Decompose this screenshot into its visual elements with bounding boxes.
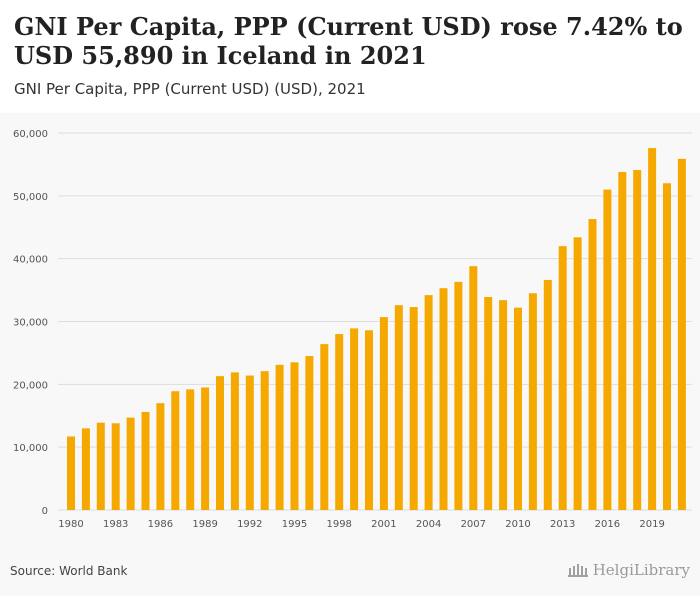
x-tick-label: 1980 [58,519,83,530]
bar-1994[interactable] [275,364,284,510]
y-tick-label: 10,000 [13,443,48,454]
bar-2013[interactable] [558,246,567,510]
x-tick-label: 2004 [416,519,441,530]
bar-2019[interactable] [648,148,657,510]
bar-1992[interactable] [245,375,254,510]
bar-2000[interactable] [365,330,373,510]
chart-subtitle: GNI Per Capita, PPP (Current USD) (USD),… [14,80,366,98]
logo-text: HelgiLibrary [592,561,690,579]
bar-1981[interactable] [81,428,90,510]
bar-1983[interactable] [111,423,120,510]
x-axis-tick-labels: 1980 1983 1986 1989 1992 1995 1998 2001 2004 2007… [58,519,665,530]
bar-2002[interactable] [394,305,403,510]
y-tick-label: 20,000 [13,380,48,391]
y-tick-label: 50,000 [13,192,48,203]
bar-2014[interactable] [573,237,582,510]
x-tick-label: 1992 [237,519,262,530]
helgilibrary-logo[interactable]: HelgiLibrary [567,561,690,579]
bar-2018[interactable] [633,170,642,511]
source-note: Source: World Bank [10,564,128,578]
bar-2017[interactable] [618,171,627,510]
bar-1996[interactable] [305,356,314,510]
bar-1984[interactable] [126,417,135,510]
x-tick-label: 1998 [326,519,351,530]
bar-2001[interactable] [379,317,388,510]
bar-2005[interactable] [439,288,448,510]
bar-1993[interactable] [260,371,269,510]
bar-1997[interactable] [320,344,329,510]
bar-1998[interactable] [335,334,344,510]
x-tick-label: 2010 [505,519,530,530]
x-tick-label: 2016 [595,519,620,530]
x-tick-label: 1989 [192,519,217,530]
bar-1987[interactable] [171,391,180,510]
x-tick-label: 2019 [639,519,664,530]
library-building-icon [567,564,588,577]
bar-2012[interactable] [543,280,552,510]
bar-2004[interactable] [424,295,433,510]
y-tick-label: 40,000 [13,255,48,266]
bar-2003[interactable] [409,307,418,510]
bar-2008[interactable] [484,296,493,510]
bar-1990[interactable] [216,376,224,510]
bar-2007[interactable] [469,266,478,510]
y-axis-tick-labels: 0 10,000 20,000 30,000 40,000 50,000 60,000 [13,129,48,517]
bar-1999[interactable] [350,328,359,510]
x-tick-label: 2013 [550,519,575,530]
bar-1988[interactable] [186,389,195,510]
bar-1989[interactable] [201,387,210,510]
bar-2006[interactable] [454,281,463,510]
x-tick-label: 1986 [148,519,173,530]
y-tick-label: 30,000 [13,318,48,329]
bar-1985[interactable] [141,411,150,510]
bar-2010[interactable] [514,307,522,510]
bar-2020[interactable] [663,183,671,510]
bar-1991[interactable] [230,372,239,510]
plot-background [0,113,700,596]
bar-1986[interactable] [156,403,165,510]
x-tick-label: 2001 [371,519,396,530]
bar-chart: 0 10,000 20,000 30,000 40,000 50,000 60,000 19… [13,129,692,530]
bar-1995[interactable] [290,362,299,510]
x-tick-label: 2007 [461,519,486,530]
chart-title: GNI Per Capita, PPP (Current USD) rose 7… [14,12,683,70]
grid-lines [58,132,692,511]
bar-2011[interactable] [528,293,537,510]
y-tick-label: 60,000 [13,129,48,140]
bar-2009[interactable] [499,300,508,510]
bar-2016[interactable] [603,189,612,511]
y-tick-label: 0 [42,506,48,517]
bars [67,148,686,511]
bar-2015[interactable] [588,219,597,510]
x-tick-label: 1995 [282,519,307,530]
bar-1982[interactable] [96,422,105,510]
bar-2021[interactable] [677,158,686,510]
bar-1980[interactable] [67,436,75,510]
x-tick-label: 1983 [103,519,128,530]
